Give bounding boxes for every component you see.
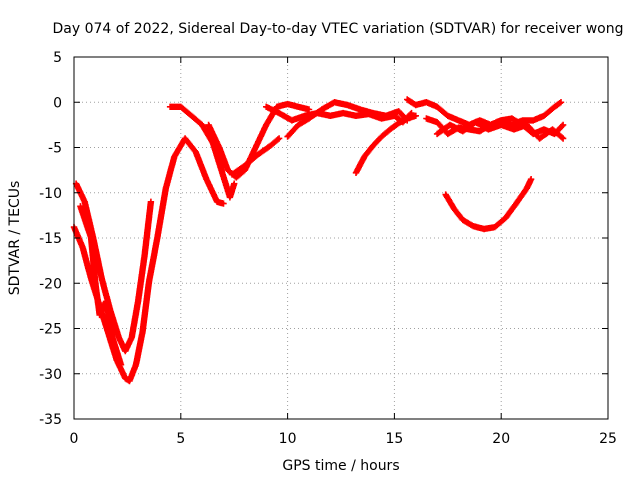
y-tick-label: -30 [39, 367, 62, 383]
data-markers [166, 103, 238, 201]
axis-ticks: 0 5 10 15 20 25 5 0 -5 -10 -15 -20 -25 -30 -35 [39, 50, 617, 447]
x-axis-label: GPS time / hours [282, 458, 399, 474]
y-tick-label: -15 [39, 231, 62, 247]
x-tick-label: 0 [70, 431, 79, 447]
series-track-3 [77, 203, 125, 368]
y-tick-label: -25 [39, 322, 62, 338]
x-tick-label: 15 [385, 431, 403, 447]
y-tick-label: 5 [53, 50, 62, 66]
data-markers [228, 135, 283, 178]
x-tick-label: 10 [279, 431, 297, 447]
y-tick-label: -5 [48, 141, 62, 157]
y-tick-label: -20 [39, 276, 62, 292]
y-tick-label: -35 [39, 412, 62, 428]
y-tick-label: 0 [53, 95, 62, 111]
data-markers [77, 203, 125, 368]
series-track-4 [166, 103, 238, 201]
data-markers [352, 112, 419, 176]
series-track-12 [433, 119, 567, 142]
data-markers [72, 180, 155, 355]
y-axis-label: SDTVAR / TECUs [7, 181, 23, 296]
series-track-9 [352, 112, 419, 176]
y-tick-label: -10 [39, 186, 62, 202]
data-series [70, 96, 567, 385]
data-markers [442, 176, 535, 233]
data-markers [284, 99, 411, 140]
chart-title: Day 074 of 2022, Sidereal Day-to-day VTE… [53, 21, 624, 37]
series-track-2 [72, 180, 155, 355]
series-track-13 [442, 176, 535, 233]
series-track-10 [404, 96, 565, 129]
data-markers [404, 96, 565, 129]
x-tick-label: 25 [599, 431, 617, 447]
series-track-6 [228, 135, 283, 178]
x-tick-label: 5 [176, 431, 185, 447]
x-tick-label: 20 [492, 431, 510, 447]
data-markers [433, 119, 567, 142]
series-track-8 [284, 99, 411, 140]
